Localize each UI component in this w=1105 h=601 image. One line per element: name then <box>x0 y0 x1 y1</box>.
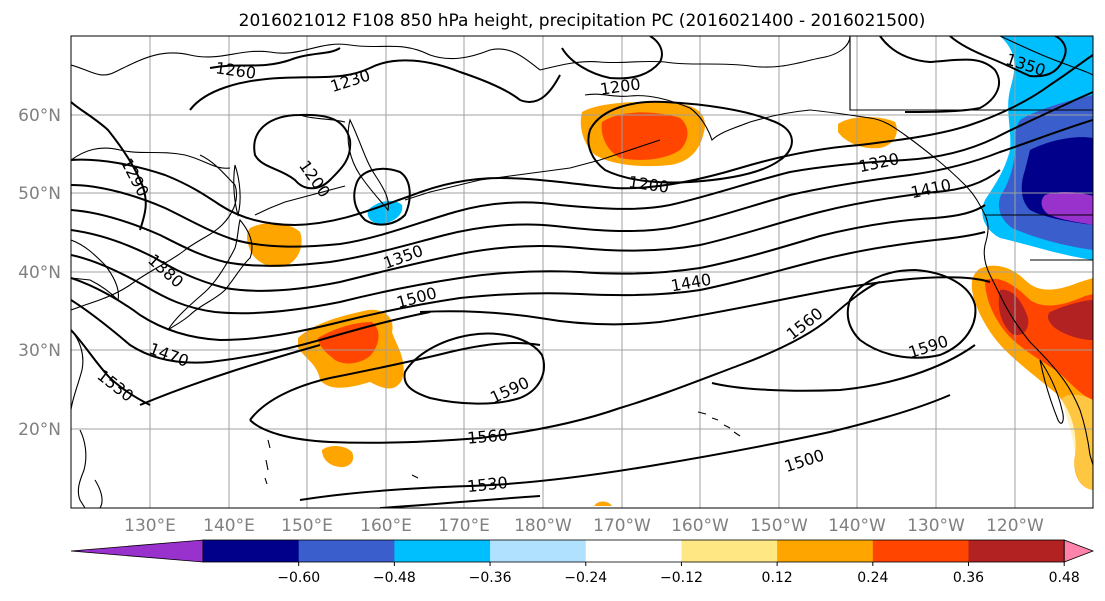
colorbar-segment <box>872 540 970 562</box>
longitude-label: 140°E <box>203 516 255 536</box>
colorbar-tick-label: 0.36 <box>953 570 984 586</box>
map-title: 2016021012 F108 850 hPa height, precipit… <box>239 11 926 31</box>
latitude-label: 20°N <box>18 420 61 440</box>
colorbar-tick-label: 0.48 <box>1049 570 1080 586</box>
colorbar-segment <box>968 540 1065 562</box>
latitude-label: 50°N <box>18 184 61 204</box>
precipitation-shading <box>247 36 1093 506</box>
colorbar-segment <box>585 540 682 562</box>
longitude-label: 130°E <box>124 516 176 536</box>
colorbar: −0.60 −0.48 −0.36 −0.24 −0.12 0.12 0.24 0.36 0.4… <box>70 539 1095 586</box>
longitude-label: 140°W <box>828 516 886 536</box>
colorbar-segment <box>394 540 491 562</box>
colorbar-extend-low <box>70 539 204 563</box>
map-frame <box>70 35 1094 509</box>
colorbar-segment <box>298 540 395 562</box>
latitude-label: 30°N <box>18 341 61 361</box>
contour-label: 1560 <box>466 425 508 447</box>
latitude-label: 40°N <box>18 263 61 283</box>
colorbar-tick-label: −0.12 <box>660 570 703 586</box>
colorbar-tick-label: −0.48 <box>373 570 416 586</box>
colorbar-segment <box>777 540 874 562</box>
longitude-label: 160°W <box>671 516 729 536</box>
coastlines <box>71 36 1093 508</box>
colorbar-frame <box>202 539 1065 563</box>
latitude-label: 60°N <box>18 106 61 126</box>
colorbar-segment <box>490 540 587 562</box>
colorbar-extend-high <box>1063 539 1095 563</box>
longitude-label: 180°W <box>514 516 572 536</box>
longitude-label: 150°E <box>281 516 333 536</box>
longitude-label: 170°W <box>593 516 651 536</box>
colorbar-segment <box>203 540 300 562</box>
latitude-labels: 60°N 50°N 40°N 30°N 20°N <box>18 106 61 440</box>
contour-label: 1530 <box>466 473 508 496</box>
colorbar-tick-label: 0.12 <box>762 570 793 586</box>
colorbar-segment <box>681 540 778 562</box>
longitude-label: 120°W <box>986 516 1044 536</box>
longitude-label: 170°E <box>438 516 490 536</box>
colorbar-tick-label: −0.24 <box>564 570 607 586</box>
longitude-label: 130°W <box>907 516 965 536</box>
colorbar-tick-label: −0.60 <box>277 570 320 586</box>
longitude-labels: 130°E 140°E 150°E 160°E 170°E 180°W 170°… <box>124 516 1044 536</box>
longitude-label: 150°W <box>750 516 808 536</box>
longitude-label: 160°E <box>360 516 412 536</box>
colorbar-tick-label: 0.24 <box>857 570 888 586</box>
colorbar-tick-label: −0.36 <box>469 570 512 586</box>
height-contours <box>71 36 1093 508</box>
